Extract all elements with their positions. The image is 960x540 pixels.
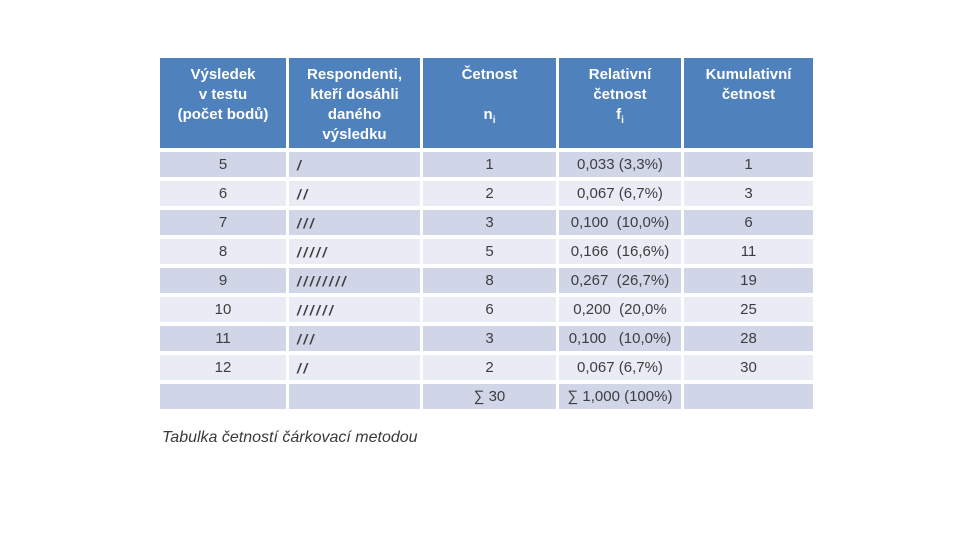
- header-col-relative: Relativní četnost fi: [559, 58, 681, 148]
- header-line: kteří dosáhli: [310, 86, 399, 103]
- header-line: výsledku: [322, 126, 387, 143]
- cell-frequency: 3: [423, 326, 556, 351]
- cell-score: 6: [160, 181, 286, 206]
- cell-cumulative: 6: [684, 210, 813, 235]
- header-line: Výsledek: [190, 66, 256, 83]
- cell-score: 5: [160, 152, 286, 177]
- cell-relative: 0,267 (26,7%): [559, 268, 681, 293]
- cell-tally: ////////: [289, 268, 420, 293]
- cell-tally: ///: [289, 210, 420, 235]
- cell-tally: //: [289, 181, 420, 206]
- cell-frequency: 8: [423, 268, 556, 293]
- cell-score: 12: [160, 355, 286, 380]
- cell-cumulative: 11: [684, 239, 813, 264]
- cell-score: 8: [160, 239, 286, 264]
- cell-total-empty-tally: [289, 384, 420, 409]
- cell-score: 7: [160, 210, 286, 235]
- cell-cumulative: 30: [684, 355, 813, 380]
- cell-score: 9: [160, 268, 286, 293]
- header-col-cumulative: Kumulativní četnost: [684, 58, 813, 148]
- cell-relative: 0,200 (20,0%: [559, 297, 681, 322]
- cell-tally: /////: [289, 239, 420, 264]
- cell-score: 11: [160, 326, 286, 351]
- table-caption: Tabulka četností čárkovací metodou: [162, 429, 418, 446]
- header-symbol-n: ni: [423, 105, 556, 126]
- header-line: (počet bodů): [177, 106, 269, 123]
- cell-cumulative: 1: [684, 152, 813, 177]
- header-col-frequency: Četnost ni: [423, 58, 556, 148]
- symbol-base: f: [616, 106, 622, 123]
- cell-relative: 0,033 (3,3%): [559, 152, 681, 177]
- cell-frequency: 1: [423, 152, 556, 177]
- cell-tally: /: [289, 152, 420, 177]
- cell-frequency: 3: [423, 210, 556, 235]
- cell-cumulative: 28: [684, 326, 813, 351]
- cell-relative: 0,100 (10,0%): [559, 210, 681, 235]
- header-line: četnost: [593, 86, 647, 103]
- header-col-score: Výsledek v testu (počet bodů): [160, 58, 286, 148]
- cell-total-relative: ∑ 1,000 (100%): [559, 384, 681, 409]
- header-line: Kumulativní: [705, 66, 792, 83]
- cell-cumulative: 25: [684, 297, 813, 322]
- cell-total-empty-cumulative: [684, 384, 813, 409]
- cell-frequency: 5: [423, 239, 556, 264]
- cell-total-empty-score: [160, 384, 286, 409]
- cell-frequency: 2: [423, 181, 556, 206]
- header-col-tally: Respondenti, kteří dosáhli daného výsled…: [289, 58, 420, 148]
- symbol-subscript: i: [621, 115, 624, 126]
- cell-frequency: 6: [423, 297, 556, 322]
- cell-relative: 0,100 (10,0%): [559, 326, 681, 351]
- cell-tally: ///: [289, 326, 420, 351]
- header-line: v testu: [198, 86, 248, 103]
- cell-cumulative: 3: [684, 181, 813, 206]
- cell-relative: 0,166 (16,6%): [559, 239, 681, 264]
- header-line: Relativní: [588, 66, 652, 83]
- header-line: Respondenti,: [306, 66, 402, 83]
- cell-total-frequency: ∑ 30: [423, 384, 556, 409]
- header-line: Četnost: [461, 66, 518, 83]
- cell-relative: 0,067 (6,7%): [559, 181, 681, 206]
- frequency-table: Výsledek v testu (počet bodů) Respondent…: [160, 58, 813, 409]
- header-line: četnost: [721, 86, 776, 103]
- cell-tally: //////: [289, 297, 420, 322]
- symbol-subscript: i: [492, 115, 496, 126]
- header-line-spacer: [423, 85, 556, 105]
- symbol-base: n: [483, 106, 493, 123]
- cell-frequency: 2: [423, 355, 556, 380]
- cell-tally: //: [289, 355, 420, 380]
- cell-cumulative: 19: [684, 268, 813, 293]
- header-line: daného: [327, 106, 382, 123]
- cell-score: 10: [160, 297, 286, 322]
- cell-relative: 0,067 (6,7%): [559, 355, 681, 380]
- header-symbol-f: fi: [559, 105, 681, 126]
